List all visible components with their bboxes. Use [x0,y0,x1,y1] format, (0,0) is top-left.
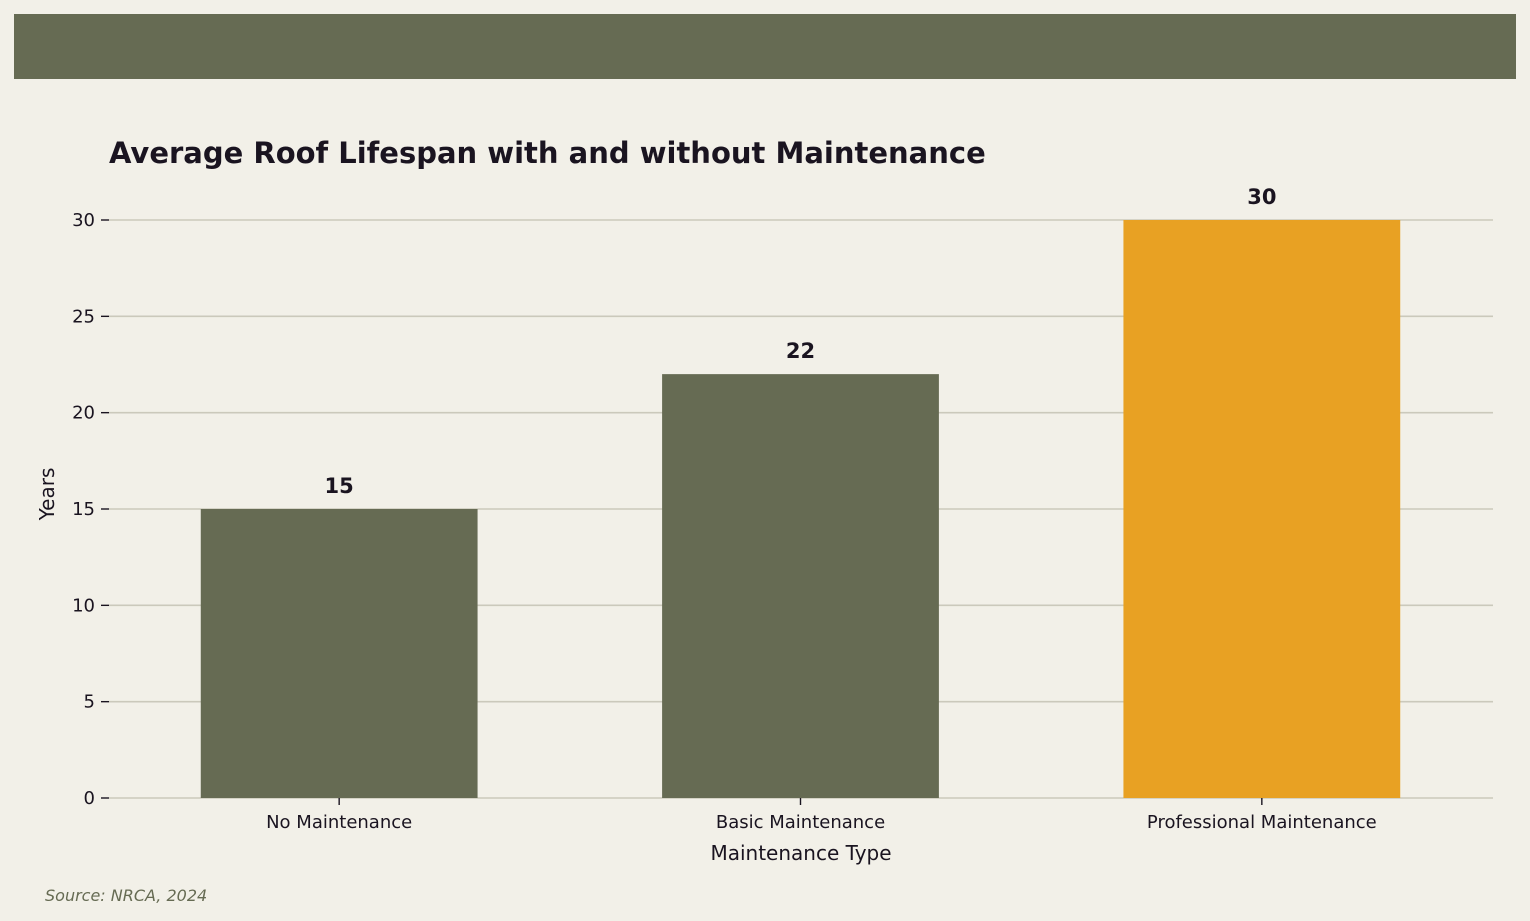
chart-title: Average Roof Lifespan with and without M… [109,136,986,170]
y-tick-label: 20 [72,403,95,424]
y-tick-label: 5 [84,692,95,713]
y-axis-title: Years [35,468,59,522]
bar-1 [662,374,939,798]
y-tick-label: 10 [72,595,95,616]
y-tick-label: 15 [72,499,95,520]
bar-value-label: 22 [786,339,815,363]
x-tick-label: No Maintenance [266,812,412,833]
x-axis: No Maintenance Basic Maintenance Professio… [266,798,1377,833]
bar-2 [1123,220,1401,798]
y-tick-label: 0 [84,788,95,809]
bar-0 [200,509,478,798]
x-tick-label: Professional Maintenance [1147,812,1377,833]
header-band [14,14,1516,79]
x-tick-label: Basic Maintenance [716,812,885,833]
bar-value-label: 30 [1247,185,1276,209]
y-axis: 0 5 10 15 20 25 30 [72,210,109,809]
bars [200,220,1401,798]
y-tick-label: 25 [72,306,95,327]
source-note: Source: NRCA, 2024 [45,886,208,905]
y-tick-label: 30 [72,210,95,231]
x-axis-title: Maintenance Type [710,841,891,865]
bar-value-label: 15 [325,474,354,498]
data-labels: 15 22 30 [325,185,1277,498]
